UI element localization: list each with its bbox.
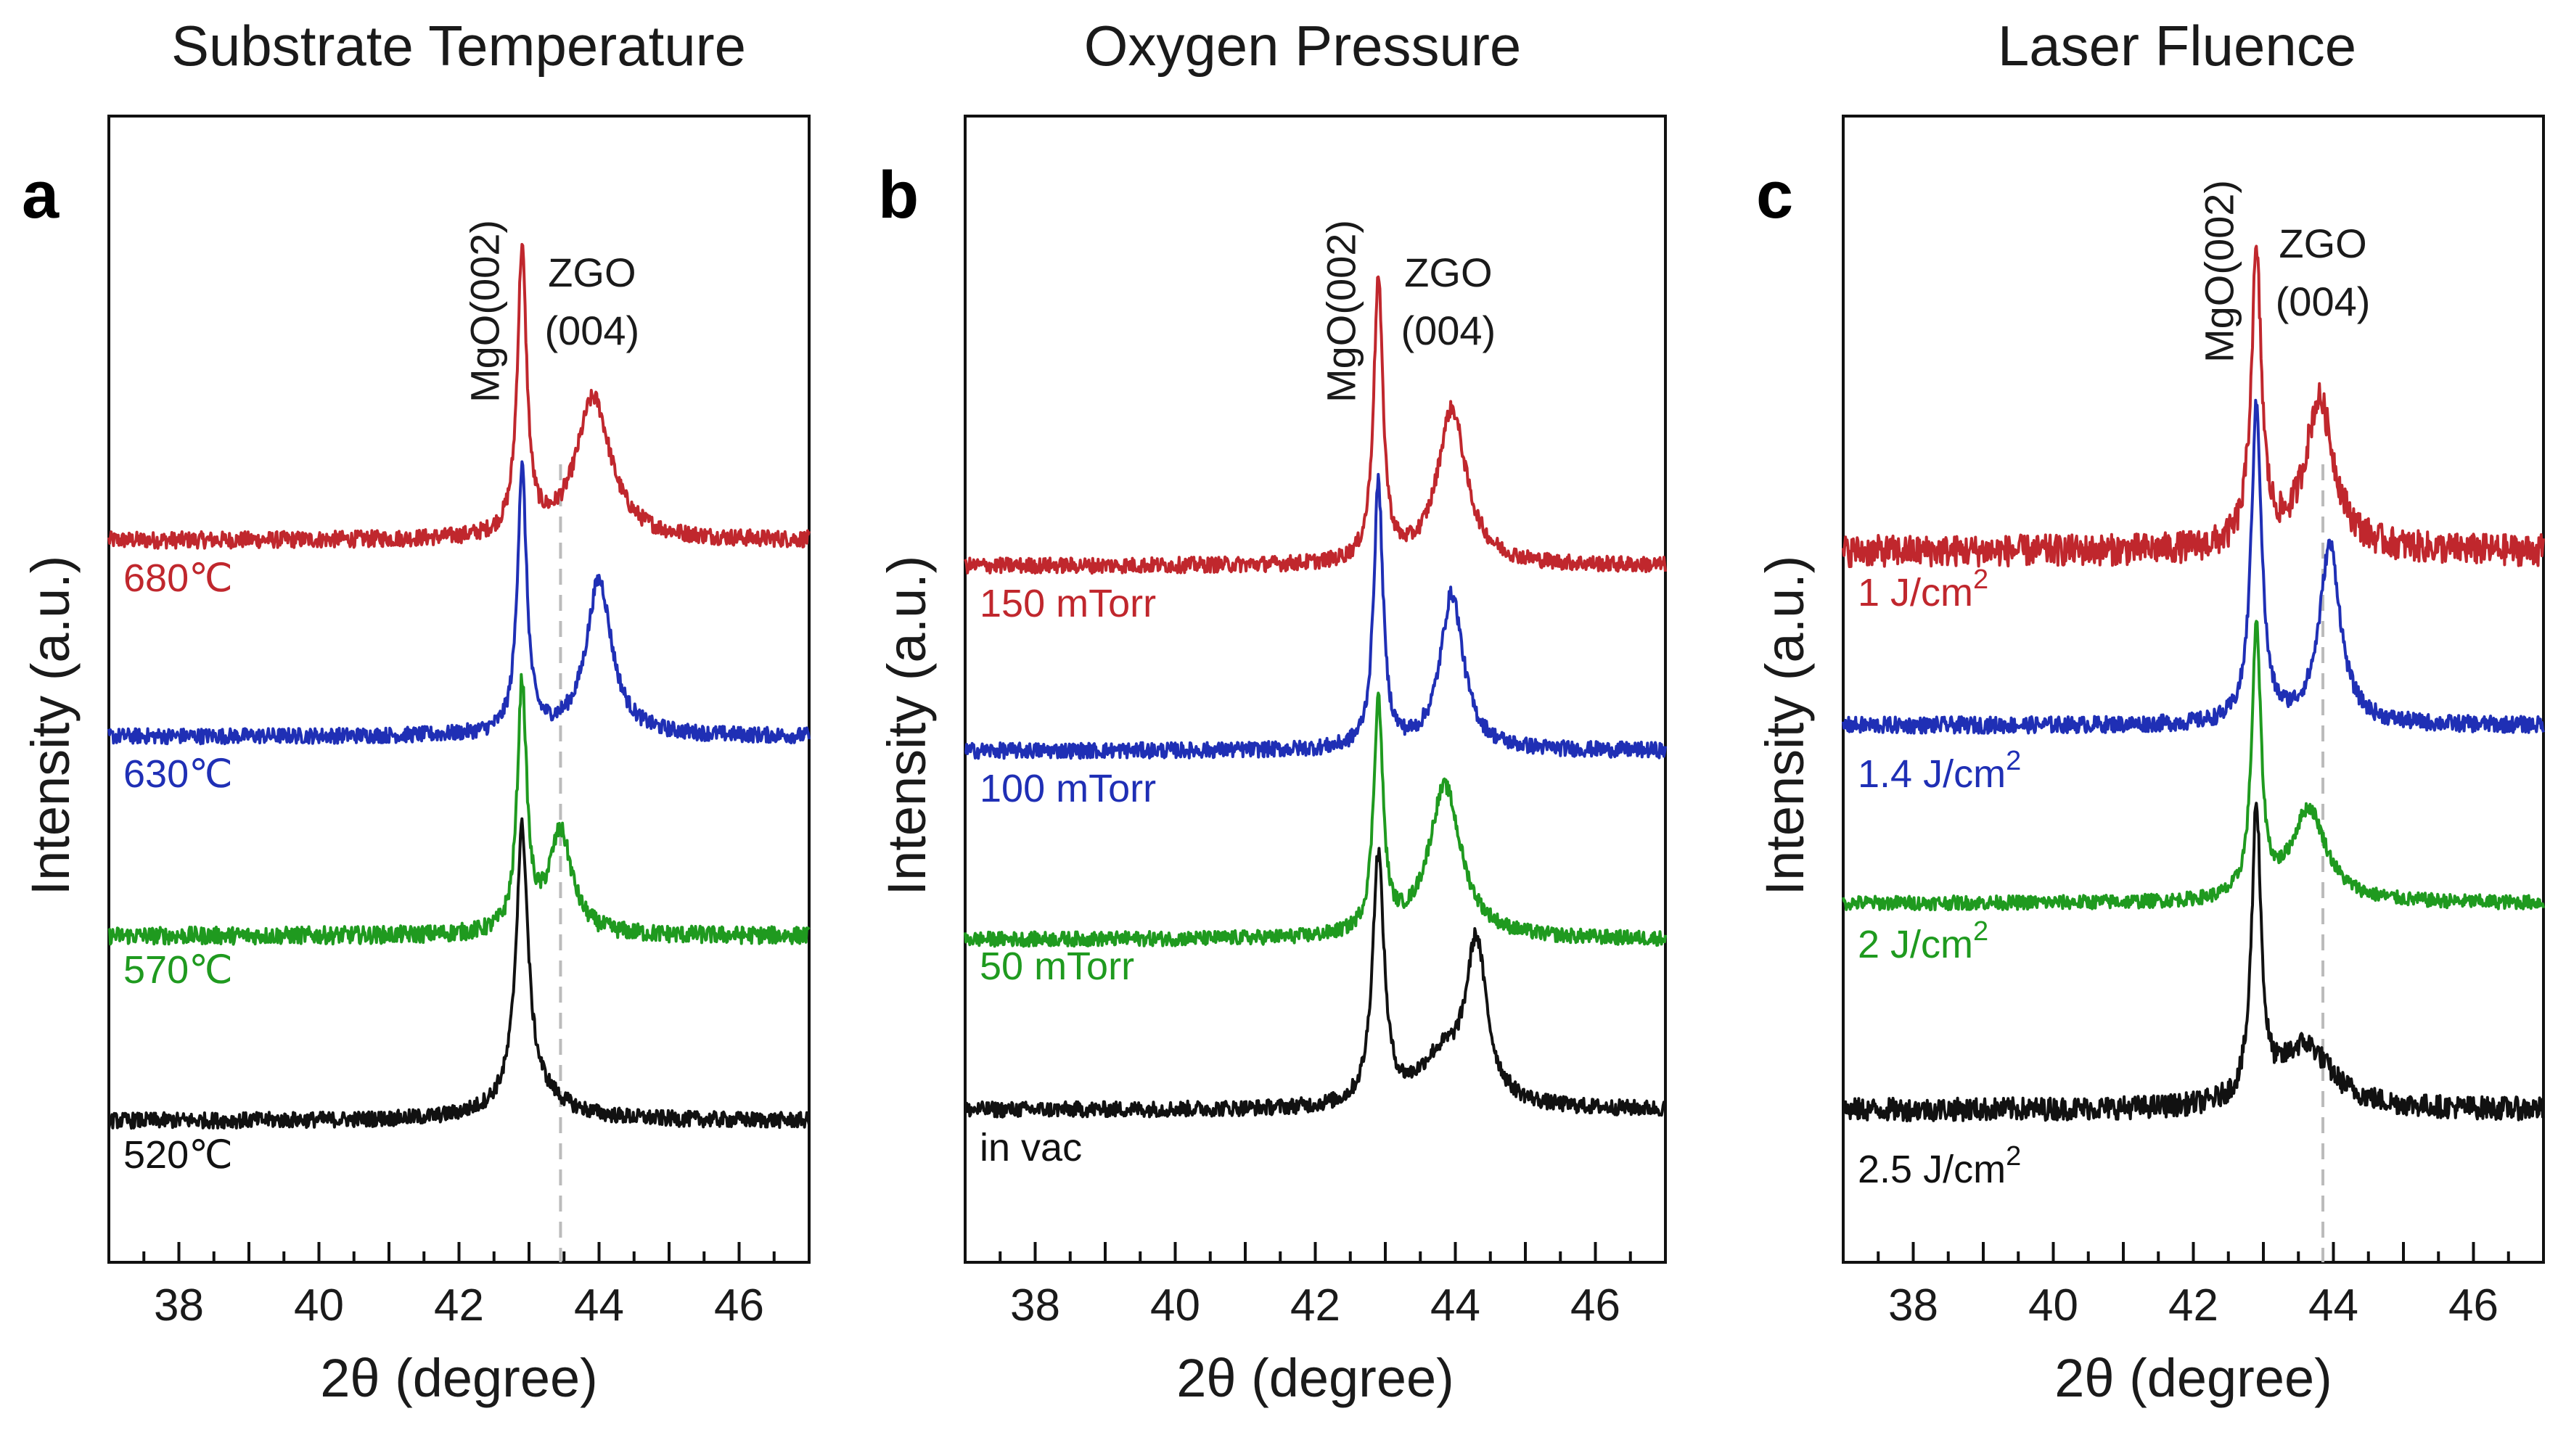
x-tick-label: 42 xyxy=(2168,1280,2218,1330)
series-label-text: 1.4 J/cm xyxy=(1858,752,2006,796)
panel-letter: c xyxy=(1756,158,1793,232)
panel-title: Laser Fluence xyxy=(1998,14,2356,78)
series-label: 1 J/cm2 xyxy=(1858,564,1988,614)
series-line-3 xyxy=(107,817,811,1130)
peak-label-mgo: MgO(002) xyxy=(1318,220,1364,403)
series-label-text: in vac xyxy=(980,1126,1082,1169)
series-label-text: 100 mTorr xyxy=(980,767,1156,810)
x-tick-label: 38 xyxy=(154,1280,204,1330)
plot-frame xyxy=(1842,115,2545,1264)
series-label-sup: 2 xyxy=(1973,564,1988,595)
series-label: in vac xyxy=(980,1126,1082,1169)
series-label: 520℃ xyxy=(123,1133,233,1177)
peak-label-004: (004) xyxy=(544,308,639,353)
series-label-text: 150 mTorr xyxy=(980,582,1156,625)
series-line-3 xyxy=(1842,802,2545,1123)
panel-b: Oxygen Pressure b 150 mTorr 100 mTorr 50 mTo… xyxy=(877,14,1667,1408)
peak-label-zgo: ZGO xyxy=(548,250,636,295)
x-tick-label: 46 xyxy=(2448,1280,2498,1330)
y-axis-label: Intensity (a.u.) xyxy=(877,556,937,896)
series-label-text: 520℃ xyxy=(123,1133,233,1177)
x-tick-label: 40 xyxy=(294,1280,344,1330)
series-label-text: 1 J/cm xyxy=(1858,571,1973,614)
x-tick-label: 44 xyxy=(2308,1280,2358,1330)
peak-label-mgo: MgO(002) xyxy=(462,220,507,403)
series-label-sup: 2 xyxy=(1973,916,1988,947)
series-label: 150 mTorr xyxy=(980,582,1156,625)
peak-label-zgo: ZGO xyxy=(2279,221,2366,266)
panel-letter: a xyxy=(22,158,60,232)
x-axis-label: 2θ (degree) xyxy=(2054,1348,2332,1408)
x-tick-label: 44 xyxy=(574,1280,624,1330)
series-label: 50 mTorr xyxy=(980,945,1134,988)
series-label-text: 50 mTorr xyxy=(980,945,1134,988)
x-tick-label: 40 xyxy=(2028,1280,2078,1330)
y-axis-label: Intensity (a.u.) xyxy=(20,556,81,896)
series-label-sup: 2 xyxy=(2006,1141,2021,1172)
series-label: 630℃ xyxy=(123,752,233,796)
series-line-0 xyxy=(107,242,811,550)
peak-label-004: (004) xyxy=(1401,308,1496,353)
x-tick-label: 38 xyxy=(1888,1280,1938,1330)
series-label: 1.4 J/cm2 xyxy=(1858,746,2021,796)
peak-label-004: (004) xyxy=(2276,279,2371,324)
series-label: 2 J/cm2 xyxy=(1858,916,1988,966)
series-line-2 xyxy=(1842,620,2545,912)
peak-label-mgo: MgO(002) xyxy=(2196,180,2242,363)
series-line-3 xyxy=(964,847,1667,1119)
peak-label-zgo: ZGO xyxy=(1404,250,1492,295)
series-label-text: 2.5 J/cm xyxy=(1858,1148,2006,1191)
panel-letter: b xyxy=(878,158,919,232)
x-tick-label: 38 xyxy=(1010,1280,1060,1330)
series-line-1 xyxy=(964,472,1667,760)
series-label-text: 2 J/cm xyxy=(1858,923,1973,966)
plot-frame xyxy=(107,115,811,1264)
x-tick-label: 46 xyxy=(714,1280,764,1330)
series-line-0 xyxy=(964,275,1667,575)
series-label-sup: 2 xyxy=(2006,746,2021,776)
panel-title: Oxygen Pressure xyxy=(1084,14,1522,78)
x-axis-label: 2θ (degree) xyxy=(320,1348,598,1408)
series-line-0 xyxy=(1842,244,2545,569)
series-label: 2.5 J/cm2 xyxy=(1858,1141,2021,1191)
x-tick-label: 42 xyxy=(1290,1280,1340,1330)
series-label-text: 630℃ xyxy=(123,752,233,796)
series-label: 570℃ xyxy=(123,948,233,992)
x-tick-label: 40 xyxy=(1150,1280,1200,1330)
series-line-1 xyxy=(107,460,811,746)
series-line-1 xyxy=(1842,398,2545,735)
x-tick-label: 44 xyxy=(1430,1280,1480,1330)
x-tick-label: 42 xyxy=(434,1280,484,1330)
panel-title: Substrate Temperature xyxy=(171,14,746,78)
series-label-text: 680℃ xyxy=(123,556,233,600)
plot-frame xyxy=(964,115,1667,1264)
series-line-2 xyxy=(964,691,1667,948)
x-tick-label: 46 xyxy=(1570,1280,1620,1330)
series-line-2 xyxy=(107,673,811,946)
x-axis-label: 2θ (degree) xyxy=(1176,1348,1454,1408)
panel-a: Substrate Temperature a 680℃ 630℃ 570℃ 520℃ Mg… xyxy=(20,14,811,1408)
series-label: 680℃ xyxy=(123,556,233,600)
y-axis-label: Intensity (a.u.) xyxy=(1755,556,1815,896)
series-label-text: 570℃ xyxy=(123,948,233,992)
series-label: 100 mTorr xyxy=(980,767,1156,810)
